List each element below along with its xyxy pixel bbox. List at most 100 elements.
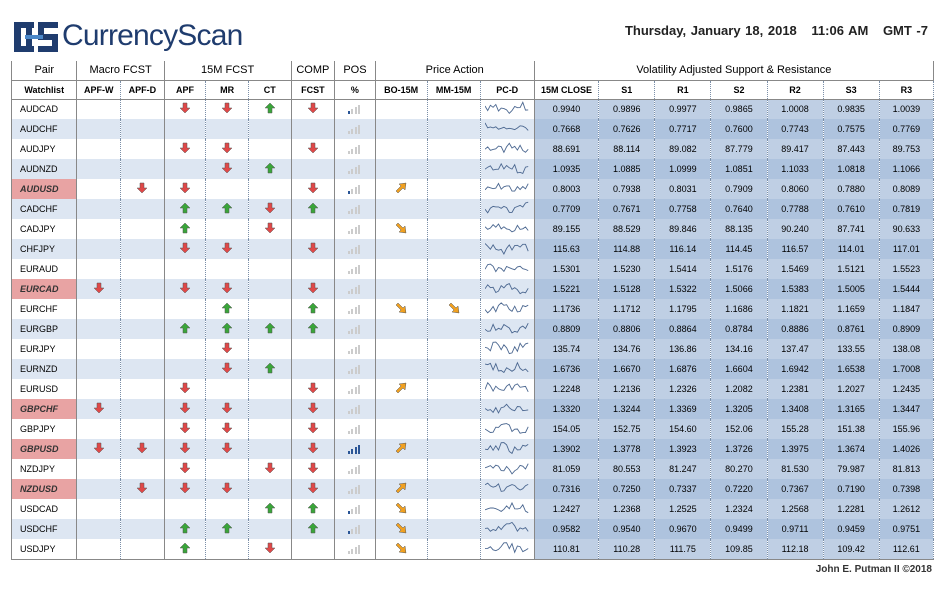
pair-cell[interactable]: EURNZD — [10, 359, 78, 379]
pair-cell[interactable]: AUDJPY — [10, 139, 78, 159]
signal-cell-apfd — [120, 399, 165, 419]
pair-cell[interactable]: CHFJPY — [10, 239, 78, 259]
pair-cell[interactable]: CADCHF — [10, 199, 78, 219]
sparkline-icon — [484, 161, 529, 175]
table-row[interactable]: CADJPY 89.155 88.529 89.846 88.135 90.240 87.7… — [10, 219, 935, 239]
table-row[interactable]: EURAUD 1.5301 1.5230 1.5414 1.5176 1.5469 1.51… — [10, 259, 935, 279]
signal-bars-icon — [347, 502, 362, 514]
position-cell — [334, 539, 376, 560]
table-row[interactable]: GBPCHF 1.3320 1.3244 1.3369 1.3205 1.3408 1.31… — [10, 399, 935, 419]
pair-cell[interactable]: NZDJPY — [10, 459, 78, 479]
table-row[interactable]: EURJPY 135.74 134.76 136.86 134.16 137.47 133.… — [10, 339, 935, 359]
price-action-cell-bo — [375, 499, 428, 519]
pair-cell[interactable]: AUDCAD — [10, 99, 78, 119]
table-row[interactable]: EURNZD 1.6736 1.6670 1.6876 1.6604 1.6942 1.65… — [10, 359, 935, 379]
table-row[interactable]: EURUSD 1.2248 1.2136 1.2326 1.2082 1.2381 1.20… — [10, 379, 935, 399]
pair-cell[interactable]: GBPJPY — [10, 419, 78, 439]
pair-cell[interactable]: GBPUSD — [10, 439, 78, 459]
pair-cell[interactable]: EURAUD — [10, 259, 78, 279]
pair-cell[interactable]: AUDNZD — [10, 159, 78, 179]
sparkline-cell — [480, 159, 535, 179]
signal-cell-fcst — [291, 519, 336, 539]
table-row[interactable]: AUDJPY 88.691 88.114 89.082 87.779 89.417 87.4… — [10, 139, 935, 159]
signal-cell-apfd — [120, 359, 165, 379]
value-cell-r2: 1.6942 — [767, 359, 824, 379]
signal-bars-icon — [347, 182, 362, 194]
position-cell — [334, 339, 376, 359]
signal-cell-apfw — [76, 219, 122, 239]
group-pair: Pair — [10, 61, 78, 81]
column-header-r3: R3 — [879, 80, 935, 100]
table-row[interactable]: AUDUSD 0.8003 0.7938 0.8031 0.7909 0.8060 0.78… — [10, 179, 935, 199]
value-cell-r2: 1.3408 — [767, 399, 824, 419]
arrow-down-icon — [179, 482, 191, 494]
arrow-down-icon — [136, 482, 149, 494]
pair-cell[interactable]: AUDUSD — [10, 179, 78, 199]
value-cell-r2: 0.8886 — [767, 319, 824, 339]
table-row[interactable]: NZDUSD 0.7316 0.7250 0.7337 0.7220 0.7367 0.71… — [10, 479, 935, 499]
pair-cell[interactable]: NZDUSD — [10, 479, 78, 499]
price-action-cell-bo — [375, 439, 428, 459]
sparkline-icon — [485, 341, 529, 355]
pair-cell[interactable]: USDCHF — [10, 519, 78, 539]
table-row[interactable]: AUDCAD 0.9940 0.9896 0.9977 0.9865 1.0008 0.98… — [10, 99, 935, 119]
signal-cell-mr — [205, 399, 249, 419]
price-action-cell-mm — [427, 179, 481, 199]
table-row[interactable]: EURCAD 1.5221 1.5128 1.5322 1.5066 1.5383 1.50… — [10, 279, 935, 299]
pair-cell[interactable]: EURJPY — [10, 339, 78, 359]
value-cell-close: 0.8809 — [534, 319, 600, 339]
signal-cell-apfd — [120, 319, 165, 339]
table-row[interactable]: CHFJPY 115.63 114.88 116.14 114.45 116.57 114.… — [10, 239, 935, 259]
table-row[interactable]: NZDJPY 81.059 80.553 81.247 80.270 81.530 79.9… — [10, 459, 935, 479]
arrow-down-icon — [221, 102, 233, 114]
pair-cell[interactable]: EURUSD — [10, 379, 78, 399]
price-action-cell-bo — [375, 539, 428, 560]
table-row[interactable]: GBPJPY 154.05 152.75 154.60 152.06 155.28 151.… — [10, 419, 935, 439]
pair-cell[interactable]: EURGBP — [10, 319, 78, 339]
table-row[interactable]: EURCHF 1.1736 1.1712 1.1795 1.1686 1.1821 1.16… — [10, 299, 935, 319]
value-cell-close: 0.7668 — [534, 119, 600, 139]
pair-cell[interactable]: USDCAD — [10, 499, 78, 519]
pair-cell[interactable]: EURCAD — [10, 279, 78, 299]
pair-cell[interactable]: GBPCHF — [10, 399, 78, 419]
value-cell-s1: 88.114 — [598, 139, 656, 159]
signal-cell-fcst — [291, 239, 336, 259]
signal-cell-apfw — [76, 139, 122, 159]
signal-cell-fcst — [291, 539, 336, 560]
sparkline-cell — [480, 359, 535, 379]
sparkline-cell — [480, 119, 535, 139]
signal-cell-fcst — [291, 359, 336, 379]
table-row[interactable]: CADCHF 0.7709 0.7671 0.7758 0.7640 0.7788 0.76… — [10, 199, 935, 219]
signal-cell-apfw — [76, 379, 122, 399]
signal-cell-apf — [164, 299, 207, 319]
signal-cell-apfw — [76, 399, 122, 419]
table-row[interactable]: USDCHF 0.9582 0.9540 0.9670 0.9499 0.9711 0.94… — [10, 519, 935, 539]
table-row[interactable]: EURGBP 0.8809 0.8806 0.8864 0.8784 0.8886 0.87… — [10, 319, 935, 339]
table-row[interactable]: AUDNZD 1.0935 1.0885 1.0999 1.0851 1.1033 1.08… — [10, 159, 935, 179]
signal-cell-ct — [248, 499, 292, 519]
column-header-apf-w: APF-W — [76, 80, 122, 100]
signal-cell-fcst — [291, 499, 336, 519]
value-cell-close: 1.1736 — [534, 299, 600, 319]
signal-cell-mr — [205, 439, 249, 459]
pair-cell[interactable]: AUDCHF — [10, 119, 78, 139]
value-cell-s3: 0.7190 — [823, 479, 880, 499]
position-cell — [334, 279, 376, 299]
signal-cell-mr — [205, 339, 249, 359]
table-row[interactable]: AUDCHF 0.7668 0.7626 0.7717 0.7600 0.7743 0.75… — [10, 119, 935, 139]
table-row[interactable]: USDJPY 110.81 110.28 111.75 109.85 112.18 109.… — [10, 539, 935, 560]
pair-cell[interactable]: USDJPY — [10, 539, 78, 560]
pair-cell[interactable]: EURCHF — [10, 299, 78, 319]
value-cell-r3: 1.3447 — [879, 399, 935, 419]
signal-cell-ct — [248, 399, 292, 419]
price-action-cell-mm — [427, 399, 481, 419]
table-row[interactable]: GBPUSD 1.3902 1.3778 1.3923 1.3726 1.3975 1.36… — [10, 439, 935, 459]
arrow-down-icon — [179, 382, 191, 394]
arrow-down-icon — [264, 222, 276, 234]
pair-cell[interactable]: CADJPY — [10, 219, 78, 239]
value-cell-s3: 109.42 — [823, 539, 880, 560]
signal-bars-icon — [347, 362, 362, 374]
table-row[interactable]: USDCAD 1.2427 1.2368 1.2525 1.2324 1.2568 1.22… — [10, 499, 935, 519]
value-cell-r1: 1.5322 — [654, 279, 712, 299]
value-cell-r3: 0.7398 — [879, 479, 935, 499]
